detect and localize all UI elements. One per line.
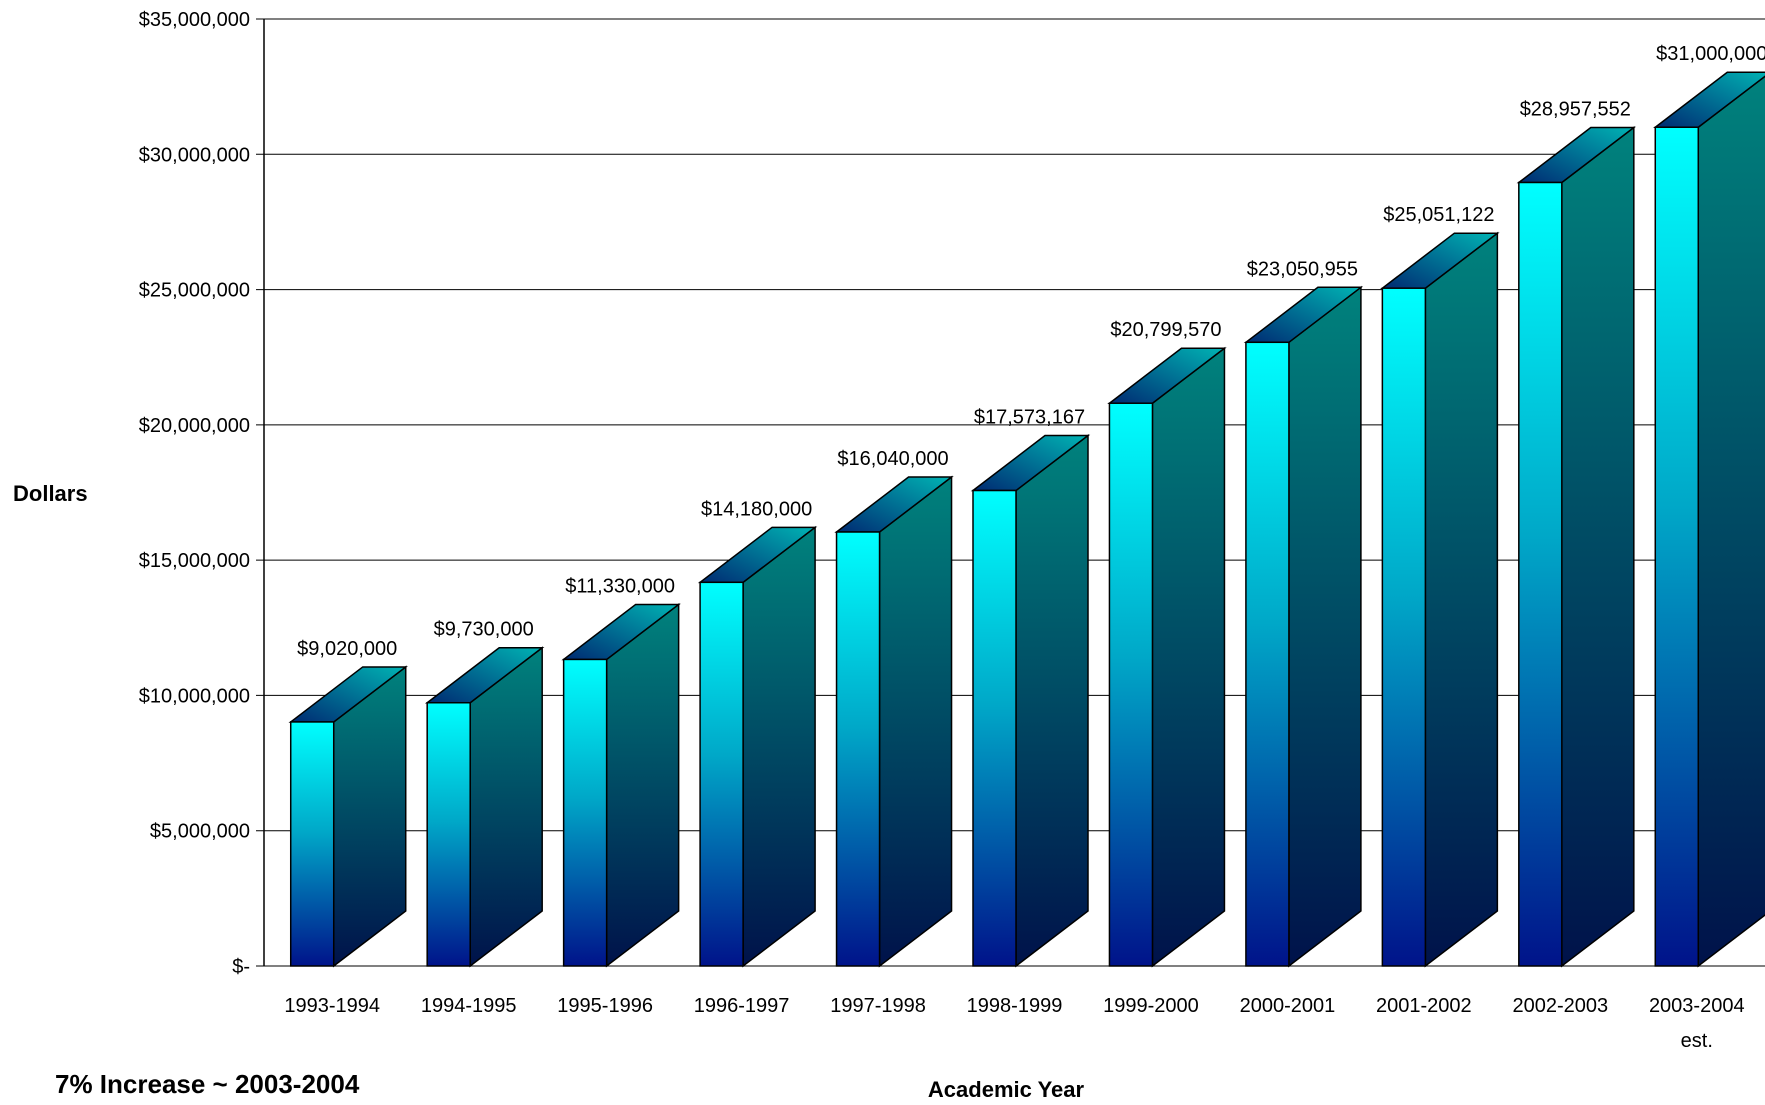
bar <box>1516 125 1637 968</box>
bar-front <box>1108 402 1154 967</box>
y-tick-label: $30,000,000 <box>139 144 250 166</box>
bar-side <box>1015 434 1089 968</box>
bars <box>288 71 1765 968</box>
bar <box>424 646 545 968</box>
bar <box>1107 346 1227 968</box>
x-tick-labels: 1993-1994 1994-1995 1995-1996 1996-1997 1997… <box>284 995 1744 1052</box>
bar <box>697 525 818 968</box>
y-axis-title: Dollars <box>13 481 88 506</box>
x-tick-label: 2003-2004 <box>1649 995 1745 1017</box>
bar <box>970 434 1091 968</box>
x-tick-label: 2002-2003 <box>1512 995 1608 1017</box>
bar-side <box>1561 125 1635 968</box>
x-tick-label: 2000-2001 <box>1240 995 1336 1017</box>
bar-front <box>699 581 744 967</box>
y-tick-label: $15,000,000 <box>139 550 250 572</box>
data-label: $17,573,167 <box>974 407 1085 429</box>
data-label: $9,730,000 <box>434 619 534 641</box>
data-label: $25,051,122 <box>1383 204 1494 226</box>
x-tick-label: 1997-1998 <box>830 995 926 1017</box>
y-tick-label: $20,000,000 <box>139 415 250 437</box>
data-label: $23,050,955 <box>1247 258 1358 280</box>
x-tick-label: 1993-1994 <box>284 995 380 1017</box>
x-tick-label: 1995-1996 <box>557 995 653 1017</box>
y-tick-label: $25,000,000 <box>139 280 250 302</box>
x-tick-label: 1996-1997 <box>694 995 790 1017</box>
bar-side <box>1288 285 1362 968</box>
data-label: $31,000,000 <box>1656 43 1765 65</box>
data-label: $28,957,552 <box>1520 98 1631 120</box>
x-tick-label: 1999-2000 <box>1103 995 1199 1017</box>
data-label: $14,180,000 <box>701 498 812 520</box>
bar-side <box>1424 231 1499 968</box>
bar <box>834 475 954 968</box>
bar-front <box>1381 287 1427 967</box>
bar-side <box>605 602 680 968</box>
data-label: $20,799,570 <box>1110 319 1221 341</box>
y-tick-label: $5,000,000 <box>150 821 250 843</box>
bar <box>1653 71 1765 968</box>
y-tick-label: $10,000,000 <box>139 685 250 707</box>
data-label: $11,330,000 <box>565 575 675 597</box>
increase-annotation: 7% Increase ~ 2003-2004 <box>55 1069 360 1099</box>
bar-side <box>878 475 953 968</box>
bar-front <box>426 701 471 967</box>
y-tick-label: $- <box>232 956 250 978</box>
data-label: $16,040,000 <box>837 448 948 470</box>
bar-front <box>835 531 881 967</box>
bar-side <box>742 525 816 968</box>
x-axis-title: Academic Year <box>928 1077 1085 1102</box>
x-tick-label: 1998-1999 <box>967 995 1063 1017</box>
data-labels: $9,020,000 $9,730,000 $11,330,000 $14,180,0… <box>297 43 1765 660</box>
bar <box>288 665 408 968</box>
bar-front <box>1654 126 1700 967</box>
y-tick-labels: $- $5,000,000 $10,000,000 $15,000,000 $20,00… <box>139 9 250 978</box>
bar-front <box>1518 181 1563 967</box>
bar-front <box>289 721 335 967</box>
x-tick-label: 2001-2002 <box>1376 995 1472 1017</box>
bar-side <box>1151 346 1226 968</box>
y-tick-label: $35,000,000 <box>139 9 250 31</box>
bar-side <box>469 646 543 968</box>
bar-front <box>972 489 1017 967</box>
bar <box>561 602 681 968</box>
bar-front <box>562 658 608 967</box>
x-tick-label: est. <box>1681 1030 1713 1052</box>
bar-front <box>1245 341 1290 967</box>
data-label: $9,020,000 <box>297 638 397 660</box>
x-tick-label: 1994-1995 <box>421 995 517 1017</box>
bar-side <box>1697 75 1765 968</box>
bar <box>1380 231 1500 968</box>
bar <box>1243 285 1364 968</box>
